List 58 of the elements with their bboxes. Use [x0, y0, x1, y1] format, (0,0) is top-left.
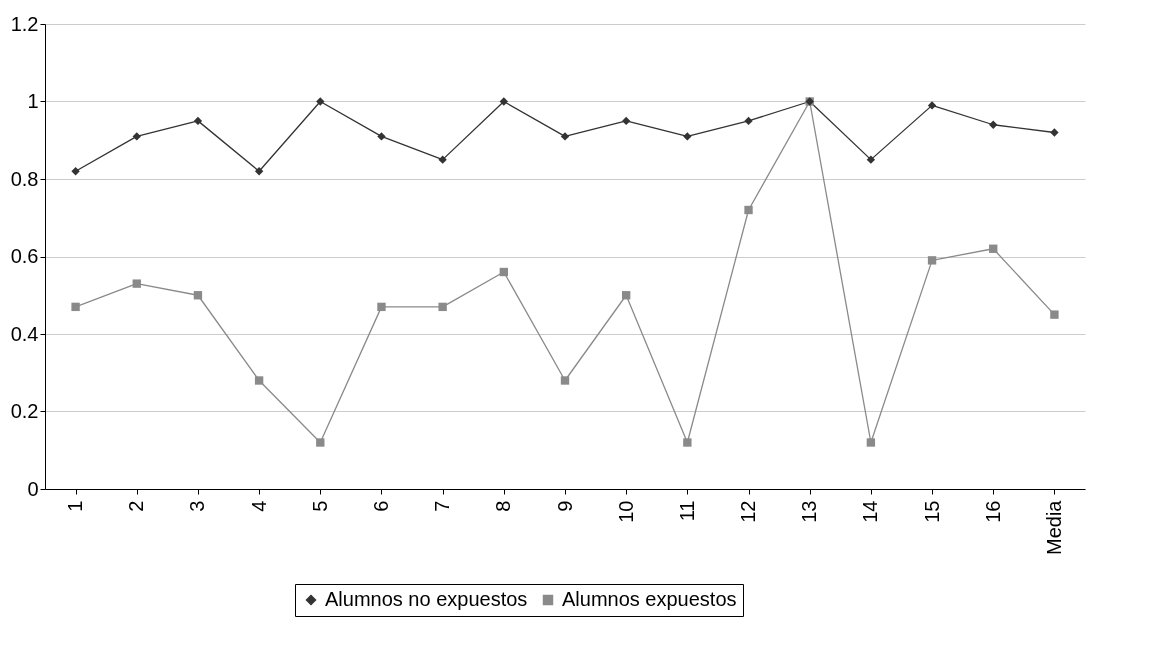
- x-tick-label: 8: [492, 500, 515, 512]
- x-tick-label: 14: [859, 500, 882, 523]
- point: [866, 438, 876, 447]
- point: [989, 244, 998, 253]
- point: [316, 438, 325, 447]
- x-tick-label: 4: [247, 500, 270, 512]
- point: [744, 205, 753, 215]
- point: [866, 155, 876, 164]
- point: [560, 376, 570, 385]
- x-tick-label: 1: [64, 500, 87, 512]
- x-tick-label: 13: [798, 500, 821, 523]
- point: [71, 167, 80, 176]
- x-tick-label: Media: [1042, 499, 1065, 555]
- legend-label: Alumnos expuestos: [562, 588, 737, 610]
- x-tick-label: 11: [675, 500, 698, 522]
- point: [621, 116, 631, 126]
- y-tick-label: 0.8: [10, 167, 39, 190]
- point: [316, 97, 325, 106]
- x-tick-label: 6: [369, 500, 392, 512]
- point: [1050, 128, 1059, 137]
- x-tick-label: 2: [125, 500, 148, 512]
- x-tick-label: 5: [308, 500, 331, 512]
- point: [71, 302, 80, 312]
- point: [499, 97, 509, 106]
- y-tick-label: 1.2: [10, 12, 39, 35]
- point: [683, 438, 692, 447]
- point: [683, 132, 692, 141]
- point: [927, 101, 937, 110]
- point: [254, 376, 264, 385]
- y-tick-label: 1: [27, 90, 39, 112]
- point: [132, 132, 141, 141]
- point: [438, 155, 447, 164]
- point: [132, 279, 141, 288]
- y-tick-label: 0.6: [10, 245, 39, 267]
- point: [744, 116, 753, 126]
- point: [193, 116, 203, 126]
- point: [927, 256, 937, 265]
- x-tick-label: 9: [553, 500, 576, 512]
- y-tick-label: 0: [27, 477, 39, 500]
- y-tick-label: 0.2: [10, 400, 39, 422]
- x-tick-label: 7: [431, 500, 454, 512]
- point: [1050, 310, 1059, 319]
- y-tick-label: 0.4: [10, 322, 39, 345]
- point: [438, 302, 447, 312]
- x-tick-label: 15: [920, 500, 943, 523]
- point: [989, 120, 998, 129]
- point: [560, 132, 570, 141]
- point: [377, 302, 386, 312]
- legend-label: Alumnos no expuestos: [325, 588, 528, 610]
- point: [621, 291, 631, 300]
- point: [193, 291, 203, 300]
- point: [377, 132, 386, 141]
- x-tick-label: 3: [186, 500, 209, 512]
- point: [499, 267, 509, 277]
- point: [254, 167, 264, 176]
- x-tick-label: 10: [614, 500, 637, 523]
- x-tick-label: 12: [737, 500, 760, 523]
- x-tick-label: 16: [981, 500, 1004, 523]
